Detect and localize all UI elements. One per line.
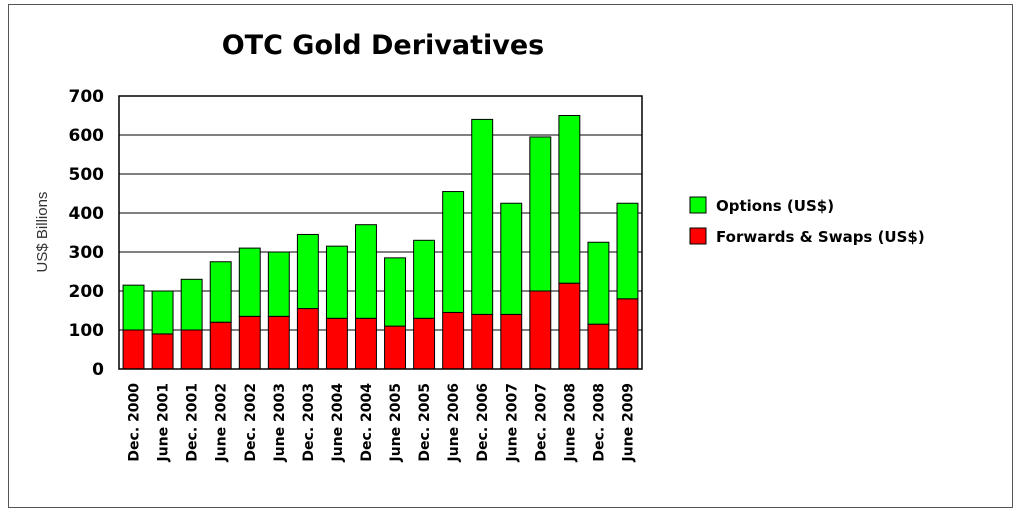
bar-forwards-swaps (529, 290, 552, 370)
bar-forwards-swaps (209, 321, 232, 370)
bar-options (122, 284, 145, 331)
bar-stack (442, 191, 465, 370)
y-tick-label: 700 (69, 87, 105, 107)
y-tick-label: 400 (69, 204, 105, 224)
bar-forwards-swaps (296, 308, 319, 370)
bar-stack (616, 202, 639, 370)
y-tick-label: 0 (92, 360, 104, 380)
bar-stack (587, 241, 610, 370)
bar-forwards-swaps (616, 298, 639, 370)
x-tick-label: June 2006 (446, 383, 462, 462)
y-ticks: 0 100 200 300 400 500 600 700 (69, 87, 105, 380)
bar-options (296, 233, 319, 310)
bar-forwards-swaps (471, 313, 494, 370)
bar-forwards-swaps (151, 333, 174, 370)
bar-options (442, 191, 465, 313)
bar-stack (180, 278, 203, 370)
bar-options (355, 224, 377, 319)
bar-forwards-swaps (442, 311, 465, 370)
bar-stack (471, 118, 494, 370)
legend-label: Options (US$) (716, 197, 834, 215)
y-axis-label: US$ Billions (34, 192, 51, 273)
bar-forwards-swaps (587, 323, 610, 370)
x-tick-label: June 2009 (620, 383, 636, 462)
plot-area-border (118, 95, 643, 370)
bar-stack (529, 136, 552, 370)
bar-forwards-swaps (355, 317, 377, 370)
y-tick-label: 100 (69, 321, 105, 341)
bar-forwards-swaps (384, 325, 406, 370)
bar-stack (209, 261, 232, 370)
bar-options (384, 257, 406, 327)
x-tick-label: Dec. 2001 (185, 383, 201, 462)
bar-stack (500, 202, 523, 370)
legend-swatch (689, 196, 707, 214)
bar-options (238, 247, 261, 317)
bar-forwards-swaps (180, 329, 203, 370)
bar-stack (355, 224, 377, 370)
x-tick-label: Dec. 2000 (127, 383, 143, 462)
x-tick-label: June 2001 (156, 383, 172, 462)
x-tick-label: Dec. 2007 (533, 383, 549, 462)
bar-stack (413, 239, 436, 370)
y-tick-label: 500 (69, 165, 105, 185)
bar-stack (267, 251, 290, 370)
y-tick-label: 300 (69, 243, 105, 263)
x-tick-label: June 2007 (504, 383, 520, 462)
x-tick-label: June 2003 (272, 383, 288, 462)
legend-swatch (689, 227, 707, 245)
x-tick-label: Dec. 2003 (301, 383, 317, 462)
x-tick-label: Dec. 2005 (417, 383, 433, 462)
x-tick-label: June 2005 (388, 383, 404, 462)
x-tick-label: Dec. 2008 (591, 383, 607, 462)
bar-options (209, 261, 232, 323)
x-tick-label: Dec. 2006 (475, 383, 491, 462)
bar-stack (296, 233, 319, 370)
bar-options (325, 245, 348, 319)
bar-forwards-swaps (413, 317, 436, 370)
y-tick-label: 200 (69, 282, 105, 302)
bar-options (267, 251, 290, 317)
x-tick-label: June 2002 (214, 383, 230, 462)
x-tick-label: June 2004 (330, 383, 346, 463)
bar-options (529, 136, 552, 292)
bar-forwards-swaps (500, 313, 523, 370)
x-tick-label: Dec. 2002 (243, 383, 259, 462)
bar-options (616, 202, 639, 300)
bar-stack (384, 257, 406, 370)
bar-forwards-swaps (238, 315, 261, 370)
bar-options (471, 118, 494, 315)
bar-options (558, 115, 581, 284)
bar-stack (558, 115, 581, 370)
bar-options (587, 241, 610, 325)
bar-forwards-swaps (558, 282, 581, 370)
bar-stack (122, 284, 145, 370)
chart-title: OTC Gold Derivatives (222, 30, 545, 61)
x-ticks: Dec. 2000 June 2001 Dec. 2001 June 2002 Dec.… (127, 383, 637, 463)
bar-forwards-swaps (325, 317, 348, 370)
x-tick-label: Dec. 2004 (359, 383, 375, 462)
bar-options (180, 278, 203, 331)
bar-options (500, 202, 523, 315)
bar-forwards-swaps (267, 315, 290, 370)
bar-stack (325, 245, 348, 370)
bar-options (151, 290, 174, 335)
bars (122, 115, 639, 370)
legend: Options (US$) Forwards & Swaps (US$) (689, 196, 925, 246)
legend-label: Forwards & Swaps (US$) (716, 228, 925, 246)
bar-stack (151, 290, 174, 370)
x-tick-label: June 2008 (562, 383, 578, 462)
bar-stack (238, 247, 261, 370)
bar-forwards-swaps (122, 329, 145, 370)
bar-options (413, 239, 436, 319)
y-tick-label: 600 (69, 126, 105, 146)
